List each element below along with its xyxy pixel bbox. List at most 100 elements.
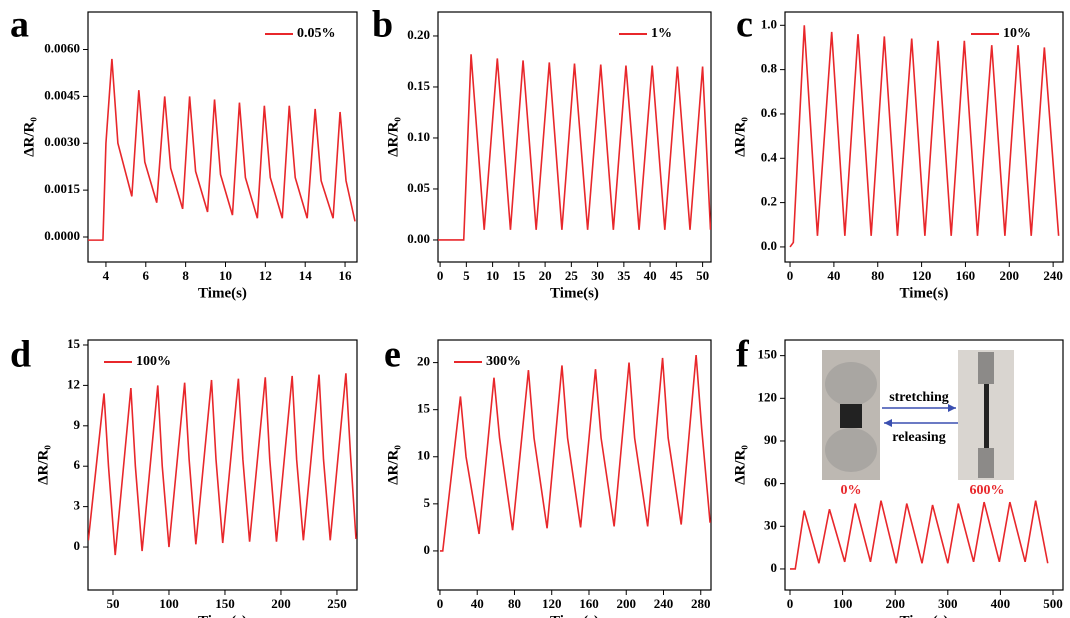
x-tick-label: 400 [991,596,1011,611]
x-tick-label: 5 [463,268,470,283]
panel: 50 100 150 200 250 0 3 6 9 12 15 Time(s) ΔR/R₀ d 100% [10,334,358,618]
x-axis-label: Time(s) [550,613,599,618]
data-line [438,54,711,241]
plot-frame [437,339,712,591]
y-axis-label: ΔR/R₀ [385,117,401,157]
x-tick-label: 250 [327,596,347,611]
x-tick-label: 0 [437,596,444,611]
y-tick-label: 5 [424,495,431,510]
plot-frame [87,339,358,591]
panel: 0 5 10 15 20 25 30 35 40 45 50 0.00 0.05 0.10 0.15 0.20… [372,4,712,301]
plot-frame [784,339,1064,591]
x-tick-label: 25 [565,268,579,283]
y-tick-label: 0.0045 [44,87,80,102]
y-tick-label: 15 [67,336,81,351]
panel-letter: c [736,4,753,46]
annotation: stretching [889,390,949,405]
x-tick-label: 240 [654,596,674,611]
x-tick-label: 80 [871,268,884,283]
y-axis-label: ΔR/R₀ [732,117,748,157]
y-tick-label: 0 [771,560,778,575]
panel-letter: a [10,4,29,46]
y-tick-label: 0.15 [407,78,430,93]
x-tick-label: 50 [106,596,119,611]
x-tick-label: 150 [215,596,235,611]
x-tick-label: 45 [670,268,684,283]
y-tick-label: 30 [764,517,777,532]
x-tick-label: 120 [912,268,932,283]
y-tick-label: 3 [74,498,81,513]
panel-letter: e [384,334,401,376]
y-tick-label: 12 [67,376,80,391]
x-axis-label: Time(s) [550,285,599,301]
x-tick-label: 160 [956,268,976,283]
plot-frame [437,11,712,263]
x-tick-label: 160 [579,596,599,611]
x-tick-label: 35 [617,268,631,283]
panel: 0 40 80 120 160 200 240 280 0 5 10 15 20 Time(s) ΔR/R₀… [384,334,712,618]
plot-frame [87,11,358,263]
y-tick-label: 0 [424,542,431,557]
y-tick-label: 0.0060 [44,40,80,55]
y-tick-label: 20 [417,354,430,369]
x-tick-label: 500 [1043,596,1063,611]
y-tick-label: 0 [74,538,81,553]
x-tick-label: 40 [471,596,484,611]
y-tick-label: 60 [764,475,777,490]
x-tick-label: 30 [591,268,604,283]
panel: 4 6 8 10 12 14 16 0.0000 0.0015 0.0030 0.0045 0.006… [10,4,358,301]
annotation: releasing [892,430,945,445]
x-tick-label: 40 [644,268,657,283]
legend-label: 10% [1003,26,1031,41]
x-tick-label: 200 [616,596,636,611]
photo-detail [978,352,994,384]
y-tick-label: 150 [758,347,778,362]
annotation: 600% [970,483,1005,498]
y-tick-label: 9 [74,417,81,432]
y-tick-label: 1.0 [761,16,777,31]
x-tick-label: 40 [827,268,840,283]
x-tick-label: 20 [539,268,552,283]
y-tick-label: 0.0 [761,238,777,253]
inset [822,350,1014,480]
y-tick-label: 0.8 [761,61,778,76]
x-tick-label: 16 [339,268,353,283]
y-tick-label: 0.0000 [44,228,80,243]
y-tick-label: 0.05 [407,180,430,195]
y-tick-label: 6 [74,457,81,472]
y-tick-label: 10 [417,448,430,463]
x-tick-label: 200 [271,596,291,611]
y-tick-label: 15 [417,401,431,416]
x-tick-label: 0 [437,268,444,283]
x-tick-label: 200 [885,596,905,611]
y-tick-label: 0.4 [761,149,778,164]
x-tick-label: 14 [299,268,313,283]
x-tick-label: 15 [512,268,526,283]
plot-frame [784,11,1064,263]
data-line [790,500,1049,570]
y-tick-label: 0.20 [407,27,430,42]
panel: 0 100 200 300 400 500 0 30 60 90 120 150 Time(s) ΔR/R… [732,334,1064,618]
legend-label: 0.05% [297,26,336,41]
photo-sample [840,404,862,428]
arrowhead [948,404,956,412]
y-tick-label: 0.00 [407,231,430,246]
x-tick-label: 12 [259,268,272,283]
y-tick-label: 0.2 [761,194,777,209]
x-tick-label: 280 [691,596,711,611]
arrowhead [884,419,892,427]
y-tick-label: 0.6 [761,105,778,120]
x-tick-label: 0 [787,268,794,283]
x-tick-label: 50 [696,268,709,283]
photo-detail [825,362,877,406]
x-tick-label: 300 [938,596,958,611]
annotation: 0% [841,483,862,498]
x-tick-label: 200 [1000,268,1020,283]
x-tick-label: 0 [787,596,794,611]
x-axis-label: Time(s) [198,285,247,301]
photo-detail [978,448,994,478]
y-tick-label: 90 [764,432,777,447]
legend-label: 300% [486,354,521,369]
x-tick-label: 10 [486,268,499,283]
y-axis-label: ΔR/R₀ [35,445,51,485]
